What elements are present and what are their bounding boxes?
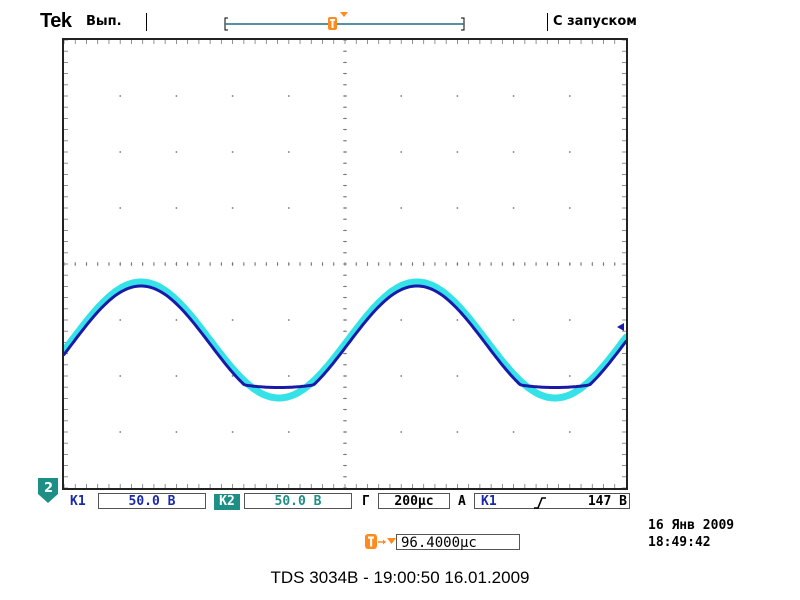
- trigger-position-value: 96.4000µс: [396, 534, 520, 551]
- trigger-position-icon: [365, 533, 397, 554]
- trigger-settings: K1 147 В: [474, 493, 630, 509]
- grid-dot: [231, 319, 234, 321]
- grid-dot: [456, 375, 459, 377]
- acquisition-state: Вып.: [86, 14, 122, 29]
- grid-dot: [287, 151, 290, 153]
- brand-logo: Tek: [40, 10, 72, 32]
- grid-dot: [512, 95, 515, 97]
- ch2-waveform: [60, 278, 630, 402]
- grid-dot: [512, 319, 515, 321]
- grid-dot: [119, 431, 122, 433]
- grid-dot: [568, 151, 571, 153]
- grid-dot: [400, 431, 403, 433]
- trigger-mode: С запуском: [553, 14, 637, 29]
- grid-dot: [287, 431, 290, 433]
- scope-display: [60, 38, 630, 490]
- ch2-label: K2: [214, 494, 240, 510]
- grid-dot: [119, 151, 122, 153]
- grid-dot: [287, 95, 290, 97]
- grid-dot: [512, 431, 515, 433]
- trigger-label: A: [458, 494, 466, 509]
- grid-dot: [231, 207, 234, 209]
- ch1-level-marker-icon: [617, 323, 624, 331]
- grid-dot: [175, 319, 178, 321]
- grid-dot: [287, 207, 290, 209]
- grid-dot: [287, 375, 290, 377]
- grid-dot: [400, 375, 403, 377]
- grid-dot: [231, 431, 234, 433]
- grid-dot: [400, 319, 403, 321]
- header-divider: [146, 13, 147, 31]
- waveform-area: [60, 39, 630, 489]
- trigger-level: 147 В: [587, 494, 627, 509]
- grid-dot: [568, 95, 571, 97]
- ch1-label: K1: [70, 494, 86, 509]
- grid-dot: [175, 151, 178, 153]
- timebase-label: Г: [362, 494, 370, 509]
- grid-dot: [512, 207, 515, 209]
- ch2-marker-icon: 2: [38, 478, 60, 508]
- capture-caption: TDS 3034B - 19:00:50 16.01.2009: [270, 568, 530, 587]
- grid-dot: [119, 95, 122, 97]
- header-divider-2: [547, 13, 548, 31]
- ch2-marker-label: 2: [44, 481, 53, 496]
- grid-dot: [119, 375, 122, 377]
- date-display: 16 Янв 2009: [648, 518, 735, 533]
- grid-dot: [568, 375, 571, 377]
- trigger-source: K1: [481, 494, 497, 509]
- grid-dot: [456, 151, 459, 153]
- grid-dot: [287, 319, 290, 321]
- grid-dot: [568, 319, 571, 321]
- grid-dot: [119, 207, 122, 209]
- grid-dot: [231, 151, 234, 153]
- time-display: 18:49:42: [648, 535, 711, 550]
- record-trigger-icon: [328, 17, 337, 30]
- graticule: [63, 39, 626, 489]
- traces: [60, 278, 630, 402]
- grid-dot: [568, 207, 571, 209]
- grid-dot: [400, 207, 403, 209]
- grid-dot: [568, 431, 571, 433]
- record-trigger-arrow-icon: [340, 12, 348, 17]
- ch1-scale: 50.0 В: [98, 493, 206, 509]
- grid-dot: [119, 319, 122, 321]
- record-position-bar: [224, 12, 465, 31]
- grid-dot: [400, 95, 403, 97]
- grid-dot: [231, 375, 234, 377]
- ch2-scale: 50.0 В: [244, 493, 352, 509]
- grid-dot: [400, 151, 403, 153]
- ch1-waveform: [62, 284, 628, 389]
- grid-dot: [456, 95, 459, 97]
- grid-dot: [456, 431, 459, 433]
- timebase-value: 200µс: [378, 493, 450, 509]
- grid-dot: [456, 207, 459, 209]
- grid-dot: [175, 375, 178, 377]
- grid-dot: [175, 95, 178, 97]
- grid-dot: [512, 151, 515, 153]
- grid-dot: [175, 207, 178, 209]
- rising-edge-icon: [533, 496, 547, 512]
- grid-dot: [231, 95, 234, 97]
- grid-dot: [456, 319, 459, 321]
- grid-dot: [175, 431, 178, 433]
